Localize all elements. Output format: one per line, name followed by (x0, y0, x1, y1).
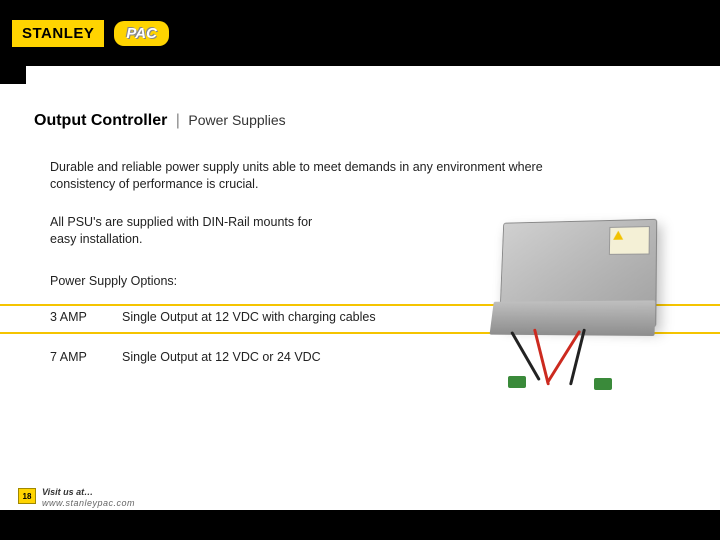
psu-front-panel (490, 300, 656, 336)
footer-text: Visit us at… www.stanleypac.com (42, 487, 135, 508)
title-main: Output Controller (34, 112, 167, 129)
option-row-1: 3 AMP Single Output at 12 VDC with charg… (50, 310, 376, 324)
option-desc: Single Output at 12 VDC with charging ca… (122, 310, 376, 324)
stanley-logo: STANLEY (12, 20, 104, 47)
header-bar: STANLEY PAC (0, 0, 720, 66)
psu-warning-label (609, 226, 650, 255)
dinrail-text: All PSU's are supplied with DIN-Rail mou… (50, 214, 330, 248)
title-sub: Power Supplies (188, 112, 285, 128)
psu-product-image (466, 200, 686, 380)
title-separator: | (176, 112, 180, 129)
option-amp: 3 AMP (50, 310, 122, 324)
connector-green (508, 376, 526, 388)
option-row-2: 7 AMP Single Output at 12 VDC or 24 VDC (50, 350, 321, 364)
pac-logo: PAC (114, 21, 169, 46)
header-side-block (0, 54, 26, 84)
intro-text: Durable and reliable power supply units … (50, 159, 570, 193)
footer-url: www.stanleypac.com (42, 498, 135, 508)
footer-bar (0, 510, 720, 540)
options-label: Power Supply Options: (50, 273, 350, 290)
footer-visit: Visit us at… (42, 487, 135, 497)
connector-green (594, 378, 612, 390)
option-amp: 7 AMP (50, 350, 122, 364)
page-number: 18 (18, 488, 36, 504)
page-title: Output Controller | Power Supplies (34, 112, 286, 130)
option-desc: Single Output at 12 VDC or 24 VDC (122, 350, 321, 364)
